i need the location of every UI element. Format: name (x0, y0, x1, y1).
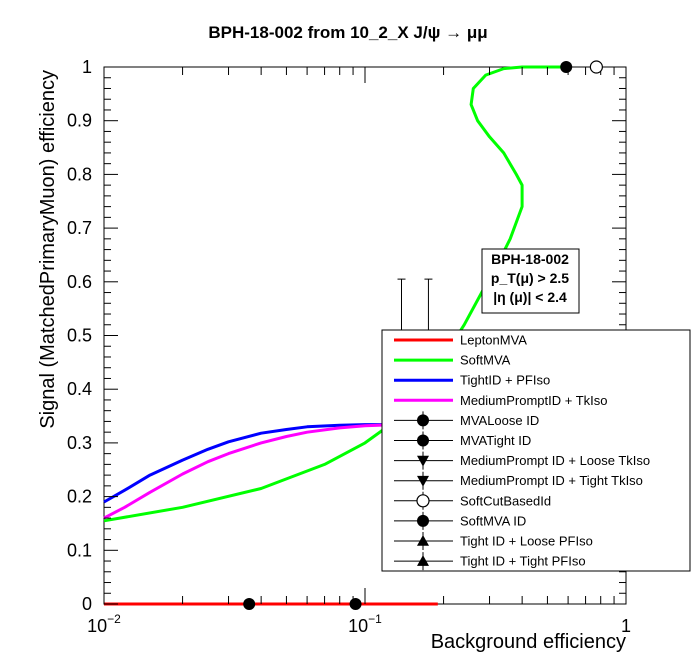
legend-marker-tight-id-loose-pfiso (417, 535, 429, 546)
x-tick-label: 10−2 (87, 612, 121, 636)
curve-softmva (103, 65, 569, 523)
legend-label-softmva: SoftMVA (460, 353, 511, 368)
curve-tightid-pfiso (103, 423, 395, 504)
y-tick-label: 0.3 (67, 433, 92, 453)
y-tick-label: 0.4 (67, 379, 92, 399)
info-line-3: |η (μ)| < 2.4 (493, 289, 567, 305)
legend-marker-mvaloose-id (417, 414, 429, 427)
legend-label-tight-id-tight-pfiso: Tight ID + Tight PFIso (460, 554, 586, 569)
legend-label-softmva-id: SoftMVA ID (460, 513, 526, 528)
y-tick-label: 0.2 (67, 487, 92, 507)
info-line-1: BPH-18-002 (491, 251, 569, 267)
y-tick-label: 0.7 (67, 218, 92, 238)
info-box: BPH-18-002 p_T(μ) > 2.5 |η (μ)| < 2.4 (481, 248, 580, 314)
point-mvaloose-id (243, 598, 256, 610)
y-tick-label: 0.1 (67, 540, 92, 560)
legend-label-mvaloose-id: MVALoose ID (460, 413, 539, 428)
legend-frame (381, 329, 691, 572)
curve-mediumpromptid-tkiso (103, 423, 395, 520)
y-tick-label: 0 (82, 594, 92, 614)
point-softmva-id (560, 61, 573, 73)
legend-label-mediumprompt-id-loose-tkiso: MediumPrompt ID + Loose TkIso (460, 453, 650, 468)
legend-label-tightid-pfiso: TightID + PFIso (460, 373, 550, 388)
legend-label-mediumpromptid-tkiso: MediumPromptID + TkIso (460, 393, 608, 408)
y-tick-label: 0.5 (67, 326, 92, 346)
y-tick-label: 0.9 (67, 111, 92, 131)
x-axis-title: Background efficiency (431, 631, 626, 653)
legend-marker-mediumprompt-id-loose-tkiso (417, 455, 429, 467)
legend-label-softcutbasedid: SoftCutBasedId (460, 493, 551, 508)
legend-marker-softmva-id (417, 514, 429, 527)
legend-label-mediumprompt-id-tight-tkiso: MediumPrompt ID + Tight TkIso (460, 473, 643, 488)
y-tick-label: 0.8 (67, 164, 92, 184)
point-mvatight-id (349, 598, 362, 610)
legend-label-tight-id-loose-pfiso: Tight ID + Loose PFIso (460, 534, 593, 549)
legend-marker-mediumprompt-id-tight-tkiso (417, 475, 429, 487)
y-tick-label: 1 (82, 57, 92, 77)
info-line-2: p_T(μ) > 2.5 (491, 270, 569, 286)
info-box-frame (481, 248, 580, 314)
legend-label-leptonmva: LeptonMVA (460, 333, 527, 348)
x-tick-label: 10−1 (348, 612, 382, 636)
y-axis-title: Signal (MatchedPrimaryMuon) efficiency (37, 70, 59, 429)
legend: LeptonMVA SoftMVA TightID + PFIso MediumPro… (381, 329, 691, 572)
legend-marker-softcutbasedid (416, 494, 430, 508)
axes-layer: 0 0.1 0.2 0.3 0.4 0.5 0.6 0.7 0.8 0.9 1 10−2 10−1 1 (67, 57, 631, 636)
point-softcutbasedid (589, 60, 603, 74)
x-tick-label: 1 (621, 616, 631, 636)
markers-layer (243, 60, 603, 610)
y-tick-label: 0.6 (67, 272, 92, 292)
chart-title: BPH-18-002 from 10_2_X J/ψ → μμ (208, 23, 487, 42)
legend-marker-tight-id-tight-pfiso (417, 555, 429, 566)
legend-marker-mvatight-id (417, 434, 429, 447)
legend-label-mvatight-id: MVATight ID (460, 433, 531, 448)
